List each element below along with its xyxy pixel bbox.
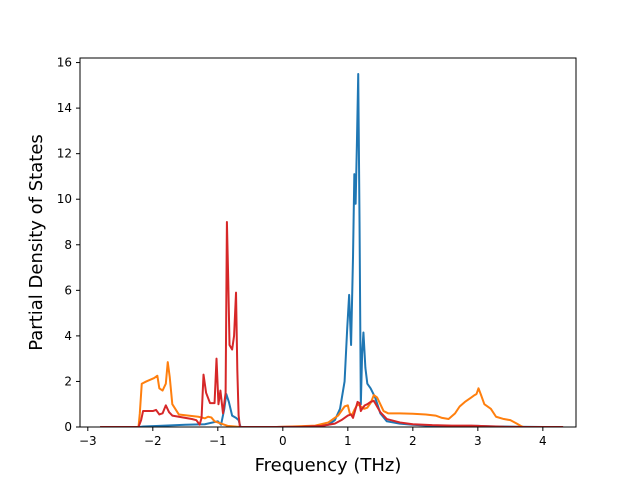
y-axis-label: Partial Density of States xyxy=(26,134,47,351)
y-tick-label: 8 xyxy=(64,238,72,252)
plot-frame xyxy=(79,57,577,428)
x-axis-label: Frequency (THz) xyxy=(255,455,402,476)
x-tick-label: 3 xyxy=(474,434,482,448)
plot-area xyxy=(79,57,577,428)
x-tick-label: 0 xyxy=(279,434,287,448)
series-layer xyxy=(99,72,564,427)
x-tick-label: 1 xyxy=(344,434,352,448)
y-tick-label: 2 xyxy=(64,374,72,388)
x-tick-label: −1 xyxy=(209,434,227,448)
y-tick-label: 14 xyxy=(57,101,72,115)
y-tick-label: 16 xyxy=(57,56,72,70)
series-line-3 xyxy=(99,221,564,427)
y-tick-label: 6 xyxy=(64,283,72,297)
series-line-2 xyxy=(99,361,564,427)
y-tick-label: 12 xyxy=(57,147,72,161)
x-tick-label: −3 xyxy=(79,434,97,448)
x-axis: −3 −2 −1 0 1 2 3 4 xyxy=(79,427,547,448)
x-tick-label: 4 xyxy=(539,434,547,448)
x-tick-label: 2 xyxy=(409,434,417,448)
y-tick-label: 4 xyxy=(64,329,72,343)
y-tick-label: 10 xyxy=(57,192,72,206)
y-tick-label: 0 xyxy=(64,420,72,434)
plot-background xyxy=(80,58,576,427)
x-tick-label: −2 xyxy=(144,434,162,448)
y-axis: 0 2 4 6 8 10 12 14 16 xyxy=(57,56,80,434)
